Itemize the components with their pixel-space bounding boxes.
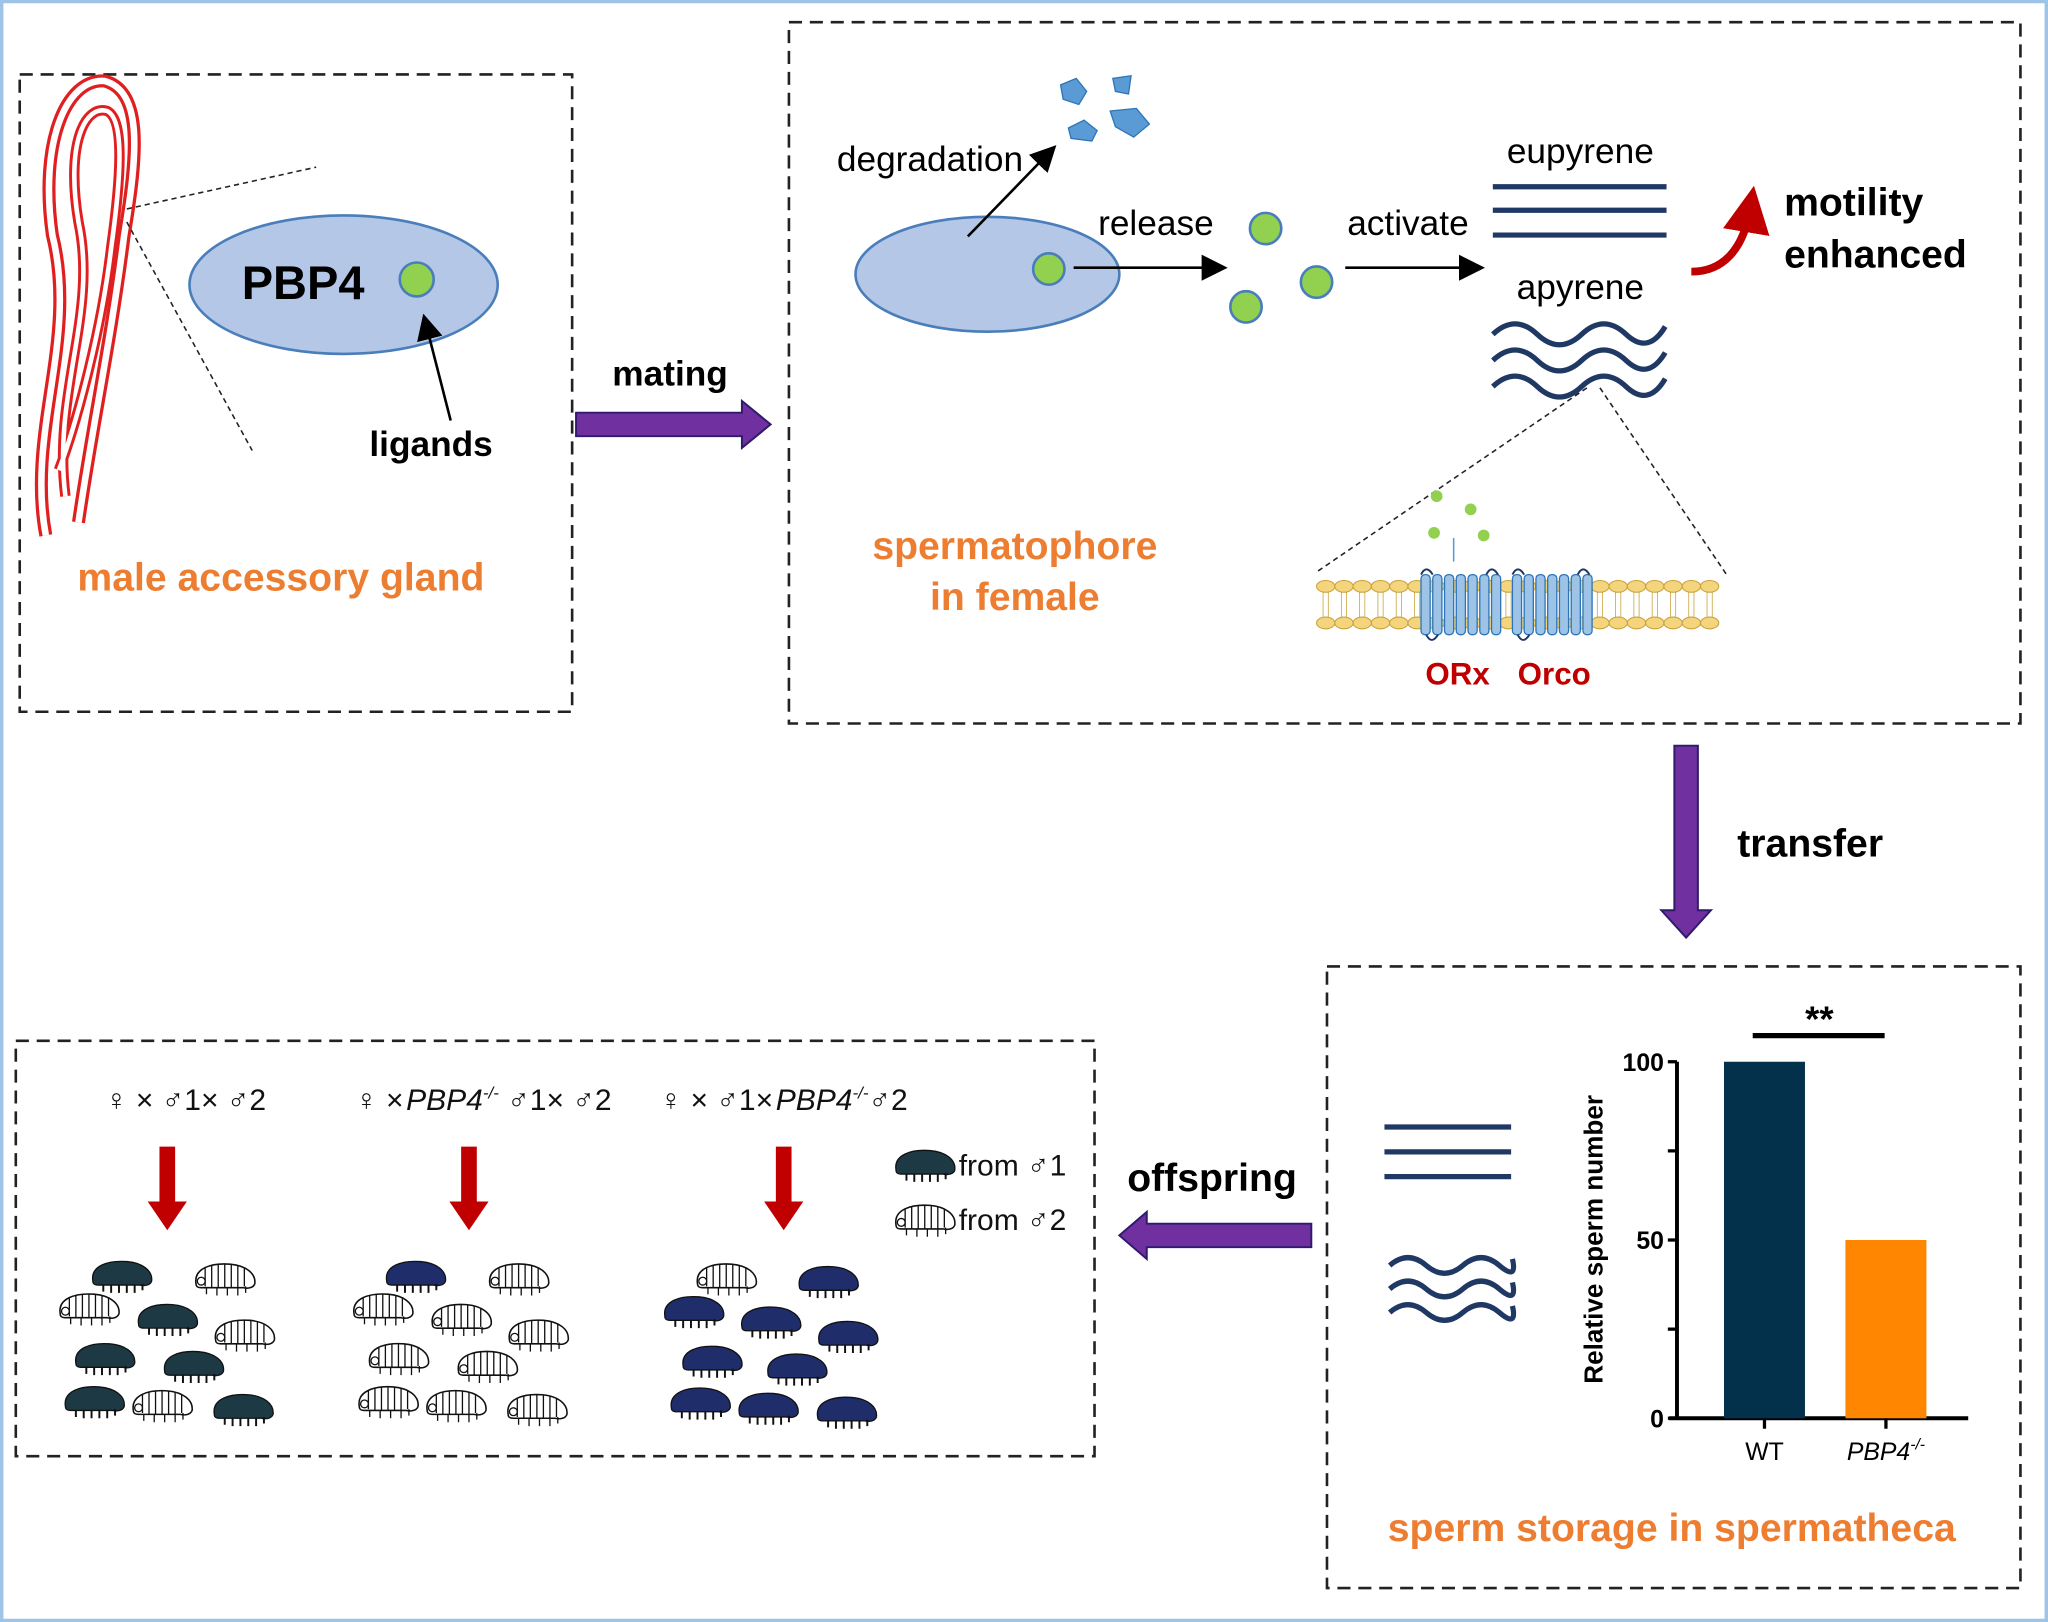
y-tick-label: 50 xyxy=(1636,1228,1664,1255)
panel-offspring: ♀ × ♂1× ♂2 ♀ × PBP4-/- ♂1× ♂2 ♀ × ♂1× PBP4-/… xyxy=(14,1039,1096,1458)
red-down-arrow xyxy=(764,1146,804,1231)
ligand xyxy=(1229,289,1263,324)
larva-dark xyxy=(385,1260,447,1294)
apyrene-sperm xyxy=(1491,321,1668,400)
y-tick-label: 100 xyxy=(1623,1050,1664,1077)
larva-dark xyxy=(740,1306,802,1340)
red-down-arrow xyxy=(147,1146,187,1231)
larva-light xyxy=(431,1303,493,1337)
orco-label: Orco xyxy=(1518,656,1591,691)
larva-dark xyxy=(663,1295,725,1330)
cross-label: ♀ × PBP4-/- ♂1× ♂2 xyxy=(355,1083,611,1117)
offspring-label: offspring xyxy=(1127,1157,1297,1200)
transfer-label: transfer xyxy=(1737,823,1883,866)
mating-label: mating xyxy=(612,354,728,393)
y-tick-label: 0 xyxy=(1650,1406,1664,1433)
panel-sperm-storage: 0 50 100 WT PBP4-/- ** Relative sperm number s… xyxy=(1325,965,2022,1590)
pbp4-label: PBP4 xyxy=(242,256,365,309)
larva-dark xyxy=(738,1392,800,1426)
legend-larva-light xyxy=(894,1204,956,1238)
larva-light xyxy=(59,1293,120,1327)
larva-light xyxy=(508,1319,570,1353)
sperm-number-chart: 0 50 100 WT PBP4-/- ** Relative sperm number xyxy=(1579,999,1969,1466)
x-tick-label: WT xyxy=(1745,1439,1784,1466)
degradation-label: degradation xyxy=(837,140,1023,179)
larva-dark xyxy=(670,1387,732,1421)
larva-light xyxy=(214,1319,276,1353)
larva-dark xyxy=(766,1353,828,1387)
apyrene-label: apyrene xyxy=(1517,268,1644,307)
cross-label: ♀ × ♂1× PBP4-/-♂2 xyxy=(660,1083,908,1117)
panel-title-line1: spermatophore xyxy=(872,525,1157,568)
larva-dark xyxy=(213,1393,275,1428)
ligand xyxy=(1031,252,1066,287)
larva-light xyxy=(488,1263,550,1297)
larva-dark xyxy=(64,1385,126,1420)
larva-dark xyxy=(74,1342,136,1377)
larva-light xyxy=(132,1389,193,1423)
larva-light xyxy=(457,1350,519,1384)
eupyrene-label: eupyrene xyxy=(1507,132,1654,171)
larva-dark xyxy=(798,1265,860,1300)
panel-spermatophore: degradation release activate eupyrene ap… xyxy=(787,20,2022,725)
curved-up-arrow xyxy=(1691,185,1770,276)
larva-light xyxy=(426,1389,487,1423)
ligand xyxy=(1299,265,1334,300)
larva-light xyxy=(358,1385,419,1420)
eupyrene-sperm xyxy=(1492,184,1667,238)
legend-larva-dark xyxy=(894,1149,956,1183)
significance-label: ** xyxy=(1805,999,1834,1040)
larva-dark xyxy=(163,1350,225,1384)
panel-male-accessory-gland: PBP4 ligands male accessory gland xyxy=(18,73,574,714)
panel-title-gland: male accessory gland xyxy=(77,556,484,599)
red-down-arrow xyxy=(449,1146,489,1231)
larva-light xyxy=(696,1263,758,1297)
enhanced-label: enhanced xyxy=(1784,234,1967,277)
ligands-label: ligands xyxy=(369,425,492,464)
panel-title-line2: in female xyxy=(930,576,1100,619)
larva-dark xyxy=(816,1396,878,1430)
orx-label: ORx xyxy=(1425,656,1490,691)
y-axis-label: Relative sperm number xyxy=(1579,1095,1609,1384)
larva-light xyxy=(194,1263,256,1297)
motility-label: motility xyxy=(1784,181,1923,224)
ligand xyxy=(398,261,436,298)
activate-label: activate xyxy=(1347,204,1468,243)
legend-label: from ♂2 xyxy=(959,1204,1067,1237)
x-tick-label: PBP4-/- xyxy=(1847,1437,1925,1466)
offspring-arrow: offspring xyxy=(1117,1157,1313,1262)
larva-dark xyxy=(817,1320,879,1354)
legend: from ♂1 from ♂2 xyxy=(894,1149,1067,1238)
membrane-receptors xyxy=(1316,490,1720,641)
larva-dark xyxy=(137,1303,199,1337)
legend-label: from ♂1 xyxy=(959,1149,1067,1182)
panel-title-storage: sperm storage in spermatheca xyxy=(1388,1507,1957,1550)
gland-tubule-illustration xyxy=(34,74,141,537)
bar-mutant xyxy=(1845,1240,1927,1419)
larva-light xyxy=(368,1342,430,1376)
cross-label: ♀ × ♂1× ♂2 xyxy=(105,1084,266,1117)
ligand xyxy=(1248,211,1283,246)
pbp4-protein xyxy=(854,215,1121,334)
larva-dark xyxy=(681,1345,744,1379)
release-label: release xyxy=(1098,204,1214,243)
bar-wt xyxy=(1723,1061,1805,1419)
degraded-fragments xyxy=(1059,74,1151,142)
transfer-arrow: transfer xyxy=(1659,744,1883,940)
mating-arrow: mating xyxy=(575,354,773,451)
larva-light xyxy=(353,1293,414,1327)
larva-dark xyxy=(91,1260,153,1294)
larva-light xyxy=(507,1393,568,1427)
